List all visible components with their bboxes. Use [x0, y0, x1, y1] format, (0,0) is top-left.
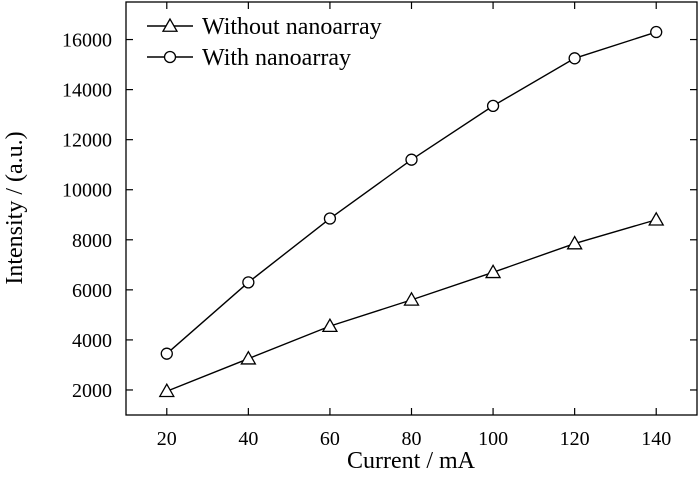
data-point [568, 52, 581, 65]
data-point [403, 291, 420, 306]
legend: Without nanoarray With nanoarray [147, 14, 382, 71]
data-point [486, 99, 500, 113]
y-tick-label: 8000 [72, 230, 112, 252]
data-point [405, 153, 418, 166]
x-tick-label: 60 [320, 428, 340, 450]
legend-label: Without nanoarray [202, 14, 382, 40]
data-point [648, 211, 665, 226]
y-tick-label: 12000 [62, 130, 112, 152]
y-tick-label: 4000 [72, 330, 112, 352]
legend-marker [163, 50, 177, 64]
y-tick-label: 16000 [62, 30, 112, 52]
x-axis-title: Current / mA [347, 448, 476, 474]
data-point [650, 25, 663, 39]
y-tick-label: 14000 [62, 80, 112, 102]
legend-label: With nanoarray [202, 45, 351, 71]
data-point [566, 235, 583, 250]
data-point [158, 382, 175, 398]
legend-marker [161, 17, 179, 32]
data-point [240, 350, 257, 365]
x-tick-label: 80 [402, 428, 422, 450]
y-axis-ticks: 2000 4000 6000 8000 10000 12000 14000 16000 [62, 30, 697, 402]
data-point [484, 264, 502, 279]
x-tick-label: 140 [641, 428, 671, 450]
x-tick-label: 120 [560, 428, 590, 450]
y-tick-label: 2000 [72, 380, 112, 402]
series-layer [158, 25, 665, 398]
data-point [323, 212, 337, 225]
series-with-nanoarray [160, 25, 663, 360]
y-tick-label: 6000 [72, 280, 112, 302]
series-without-nanoarray [158, 211, 665, 398]
x-tick-label: 100 [478, 428, 508, 450]
y-tick-label: 10000 [62, 180, 112, 202]
x-axis-ticks: 20 40 60 80 100 120 140 [157, 2, 671, 450]
y-axis-title: Intensity / (a.u.) [2, 131, 28, 284]
data-point [160, 347, 173, 360]
data-point [321, 317, 339, 333]
data-point [242, 276, 255, 289]
x-tick-label: 20 [157, 428, 177, 450]
x-tick-label: 40 [238, 428, 258, 450]
